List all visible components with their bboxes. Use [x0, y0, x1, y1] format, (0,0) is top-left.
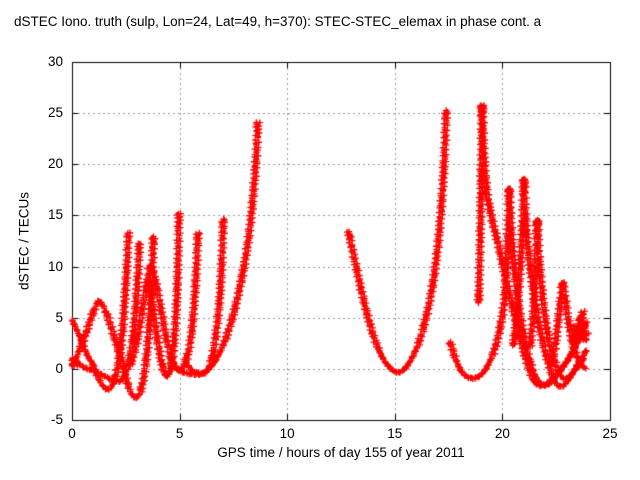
- y-tick-label: 15: [47, 207, 63, 223]
- y-tick-label: 30: [47, 54, 63, 69]
- x-tick-label: 0: [68, 426, 76, 441]
- y-tick-label: 10: [47, 258, 63, 274]
- x-tick-label: 5: [175, 426, 184, 441]
- y-tick-label: -5: [50, 412, 63, 427]
- y-tick-label: 25: [47, 105, 63, 121]
- x-tick-label: 25: [602, 426, 618, 441]
- y-tick-label: 5: [55, 309, 63, 325]
- x-axis-label: GPS time / hours of day 155 of year 2011: [217, 445, 465, 460]
- y-tick-label: 20: [47, 156, 63, 172]
- x-tick-label: 15: [387, 426, 403, 441]
- x-tick-label: 20: [494, 426, 510, 441]
- y-axis-label: dSTEC / TECUs: [16, 191, 32, 291]
- x-tick-label: 10: [279, 426, 295, 441]
- chart-title: dSTEC Iono. truth (sulp, Lon=24, Lat=49,…: [14, 14, 542, 29]
- y-tick-label: 0: [55, 360, 63, 376]
